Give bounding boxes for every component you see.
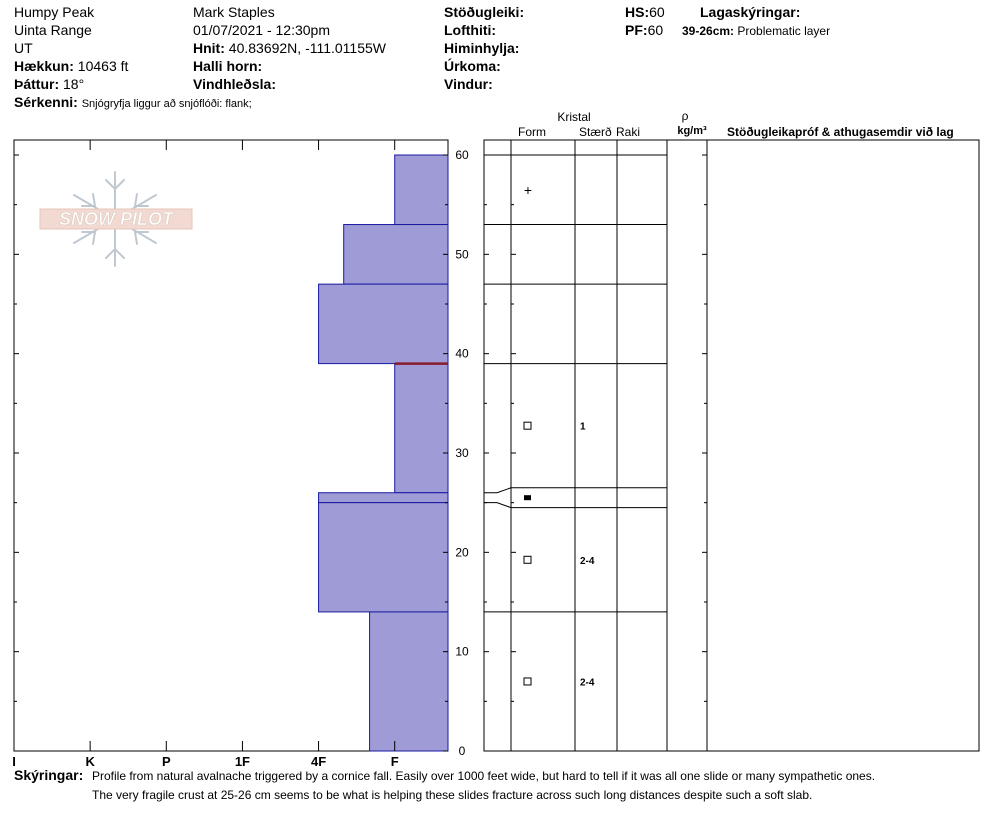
- comments-label: Skýringar:: [14, 767, 84, 783]
- aspect-label: Þáttur:: [14, 76, 60, 92]
- pf-label: PF:: [625, 22, 648, 38]
- elevation-label: Hækkun:: [14, 58, 74, 74]
- hardness-tick-label: P: [162, 754, 171, 769]
- height-tick-label: 10: [455, 645, 469, 659]
- precip-label: Úrkoma:: [444, 58, 501, 74]
- hardness-layer: [318, 283, 449, 365]
- hardness-tick-label: K: [85, 754, 95, 769]
- observer-name: Mark Staples: [193, 4, 275, 20]
- grain-form-square-icon: [523, 555, 532, 564]
- hardness-tick-label: 1F: [235, 754, 250, 769]
- grain-form-filled-icon: [524, 495, 531, 501]
- hardness-layer: [369, 611, 449, 752]
- features-row: Sérkenni: Snjógryfja liggur að snjóflóði…: [14, 94, 252, 111]
- height-tick-label: 50: [455, 247, 469, 261]
- hs-value: 60: [649, 4, 665, 20]
- height-tick-label: 0: [459, 744, 466, 758]
- height-axis: 0 10 20 30 40 50 60: [14, 148, 707, 758]
- layer-note-row: 39-26cm: Problematic layer: [682, 24, 830, 38]
- hs-label: HS:: [625, 4, 650, 20]
- grain-form-square-icon: [523, 421, 532, 430]
- height-tick-label: 20: [455, 545, 469, 559]
- crystal-header: Kristal: [557, 110, 590, 124]
- hardness-axis: I K P 1F 4F F: [12, 140, 399, 769]
- hardness-layer: [343, 224, 449, 285]
- hs-row: HS:60: [625, 4, 665, 20]
- grain-table: +1 2-4 2-4: [484, 140, 708, 751]
- hardness-layer: [394, 154, 449, 226]
- hardness-tick-label: I: [12, 754, 16, 769]
- grain-size-label: 2-4: [580, 677, 595, 688]
- comments-line-1: Profile from natural avalnache triggered…: [92, 769, 876, 783]
- location-name: Humpy Peak: [14, 4, 95, 20]
- hardness-layer: [394, 363, 449, 494]
- state-name: UT: [14, 40, 33, 56]
- grain-layer-connector: [484, 502, 512, 509]
- height-tick-label: 60: [455, 148, 469, 162]
- coords-value: 40.83692N, -111.01155W: [228, 40, 387, 56]
- wind-label: Vindur:: [444, 76, 493, 92]
- height-tick-label: 40: [455, 347, 469, 361]
- layer-note-range: 39-26cm:: [682, 24, 735, 38]
- grain-table-frame: [483, 139, 980, 752]
- hardness-tick-label: F: [391, 754, 399, 769]
- grain-size-label: 2-4: [580, 556, 595, 567]
- elevation-value: 10463 ft: [77, 58, 129, 74]
- features-value: Snjógryfja liggur að snjóflóði: flank;: [81, 98, 252, 110]
- hardness-layers: [318, 154, 449, 752]
- layer-notes-label: Lagaskýringar:: [700, 4, 801, 20]
- grain-size-label: 1: [580, 422, 586, 433]
- logo-banner: [39, 208, 193, 230]
- logo-text: SNOW PILOT: [59, 209, 175, 229]
- grain-form-square-icon: [523, 677, 532, 686]
- coords-label: Hnit:: [193, 40, 225, 56]
- features-label: Sérkenni:: [14, 94, 78, 110]
- rho-header: ρ: [682, 109, 689, 123]
- stability-label: Stöðugleiki:: [444, 4, 525, 20]
- layer-note-text: Problematic layer: [737, 24, 831, 38]
- size-header: Stærð: [579, 125, 612, 139]
- wind-loading-label: Vindhleðsla:: [193, 76, 276, 92]
- observation-datetime: 01/07/2021 - 12:30pm: [193, 22, 330, 38]
- height-tick-label: 30: [455, 446, 469, 460]
- grain-layer-connector: [484, 487, 512, 494]
- density-unit-header: kg/m³: [677, 125, 707, 137]
- hardness-layer: [318, 502, 449, 613]
- aspect-row: Þáttur: 18°: [14, 76, 84, 92]
- pf-row: PF:60: [625, 22, 663, 38]
- tests-header: Stöðugleikapróf & athugasemdir við lag: [727, 125, 954, 139]
- hardness-tick-label: 4F: [311, 754, 326, 769]
- aspect-value: 18°: [63, 76, 85, 92]
- slope-angle-label: Halli horn:: [193, 58, 263, 74]
- grain-form-symbol: +: [524, 182, 532, 198]
- range-name: Uinta Range: [14, 22, 92, 38]
- sky-label: Himinhylja:: [444, 40, 520, 56]
- form-header: Form: [518, 125, 546, 139]
- comments-line-2: The very fragile crust at 25-26 cm seems…: [92, 788, 813, 802]
- air-temp-label: Lofthiti:: [444, 22, 497, 38]
- moisture-header: Raki: [616, 125, 640, 139]
- elevation-row: Hækkun: 10463 ft: [14, 58, 128, 74]
- snowpilot-logo: SNOW PILOT: [39, 171, 193, 267]
- pf-value: 60: [647, 22, 664, 38]
- coords-row: Hnit: 40.83692N, -111.01155W: [193, 40, 386, 56]
- hardness-layer: [318, 492, 449, 504]
